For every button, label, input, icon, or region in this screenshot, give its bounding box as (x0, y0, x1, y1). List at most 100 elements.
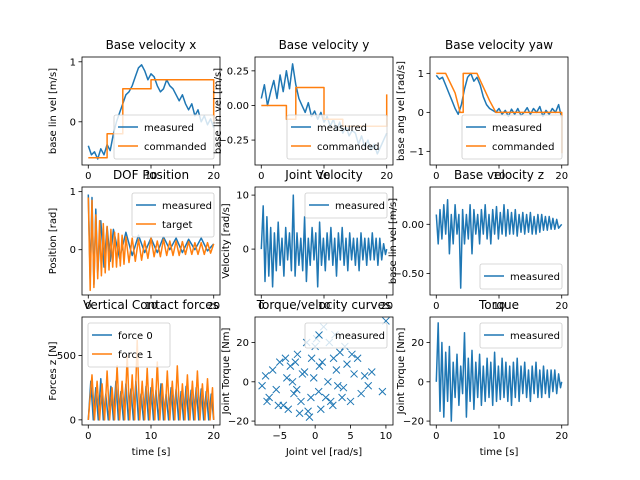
subplot-title: Base velocity z (454, 168, 544, 182)
x-axis-label: time [s] (480, 447, 519, 458)
series-line-p3-1 (436, 72, 563, 154)
y-tick-label: 500 (57, 351, 76, 362)
x-tick-label: 0 (85, 301, 91, 312)
y-axis-label: Joint Torque [Nm] (221, 328, 232, 416)
x-tick-label: 0 (85, 431, 91, 442)
scatter-point (274, 401, 283, 410)
legend-label: measured (335, 201, 385, 212)
x-tick-label: 10 (493, 171, 506, 182)
axes-frame (254, 316, 394, 426)
scatter-point (307, 354, 316, 363)
scatter-point (305, 413, 314, 421)
scatter-point (291, 358, 300, 367)
x-tick-label: 20 (207, 431, 220, 442)
x-tick-label: 10 (318, 301, 331, 312)
legend-label: measured (144, 123, 194, 134)
subplot-title: Joint Velocity (284, 168, 362, 182)
y-tick-label: 0 (418, 377, 424, 388)
legend-box (131, 192, 215, 238)
y-tick-label: −0.50 (393, 269, 424, 280)
legend-box (286, 114, 388, 160)
legend-label: measured (510, 331, 560, 342)
x-tick-label: 0 (258, 301, 264, 312)
series-line-p4-1 (87, 197, 215, 292)
y-tick-label: −0.25 (218, 136, 249, 147)
subplot-p7: 0 10 20 0 500 Vertical Contact forces Forces z… (48, 298, 221, 458)
x-tick-label: 10 (145, 431, 158, 442)
legend-label: measured (317, 123, 367, 134)
x-tick-label: 20 (555, 171, 568, 182)
series-p8-0 (258, 317, 390, 421)
subplot-title: Base velocity x (106, 38, 197, 52)
legend-box (304, 322, 388, 349)
legend: measured (479, 322, 563, 349)
subplot-title: Base velocity yaw (445, 38, 553, 52)
scatter-point (286, 362, 295, 370)
y-tick-label: 0 (70, 117, 76, 128)
legend-marker (315, 331, 323, 339)
y-tick-label: 1 (70, 57, 76, 68)
x-tick-label: 10 (380, 431, 393, 442)
scatter-point (333, 381, 342, 390)
legend-label: measured (162, 201, 212, 212)
subplot-p6: 0 10 20 −0.50 0.00 Base velocity z base lin ve… (388, 168, 569, 312)
subplot-p9: 0 10 20 −20 0 20 Torque Joint Torque [Nm] time [… (396, 298, 569, 458)
scatter-point (318, 358, 327, 367)
scatter-point (328, 401, 337, 410)
legend: measured target (131, 192, 215, 238)
series-line-p1-1 (88, 79, 215, 159)
y-tick-label: 0.00 (402, 220, 424, 231)
scatter-point (268, 366, 277, 374)
scatter-point (307, 393, 315, 402)
y-tick-label: 20 (411, 338, 424, 349)
legend-label: measured (335, 331, 385, 342)
legend: measured (304, 192, 388, 219)
y-tick-label: 0.00 (227, 101, 249, 112)
scatter-point (282, 374, 291, 382)
scatter-point (298, 370, 307, 378)
scatter-point (350, 370, 358, 378)
legend: measured commanded (113, 114, 215, 160)
y-axis-label: Position [rad] (48, 208, 59, 275)
subplot-title: Torque (478, 298, 519, 312)
legend-label: force 0 (118, 331, 153, 342)
scatter-point (338, 393, 346, 402)
scatter-point (297, 397, 305, 406)
x-tick-label: 5 (347, 431, 353, 442)
legend-label: measured (510, 272, 560, 283)
y-tick-label: 1 (418, 69, 424, 80)
subplot-title: Base velocity y (279, 38, 370, 52)
y-axis-label: base lin vel [m/s] (48, 68, 59, 154)
legend-label: commanded (317, 142, 379, 153)
scatter-point (304, 407, 312, 416)
series-line-p5-0 (260, 194, 388, 288)
scatter-point (272, 385, 281, 394)
legend-box (304, 192, 388, 219)
scatter-point (378, 387, 387, 396)
x-tick-label: 10 (145, 171, 158, 182)
scatter-point (360, 372, 369, 380)
y-axis-label: Forces z [N] (48, 341, 59, 400)
scatter-point (367, 368, 376, 376)
x-tick-label: 10 (145, 301, 158, 312)
legend-label: force 1 (118, 350, 153, 361)
legend: measured commanded (286, 114, 388, 160)
x-tick-label: 20 (207, 171, 220, 182)
scatter-point (357, 389, 366, 398)
scatter-point (314, 387, 323, 396)
y-tick-label: 0 (418, 108, 424, 119)
legend: measured commanded (461, 114, 563, 160)
y-tick-label: 0 (243, 245, 249, 256)
x-tick-label: 10 (493, 301, 506, 312)
y-tick-label: −20 (403, 417, 424, 428)
y-tick-label: 0 (243, 377, 249, 388)
scatter-point (324, 377, 332, 386)
legend-label: commanded (144, 142, 206, 153)
x-tick-label: 0 (312, 431, 318, 442)
legend: measured (479, 263, 563, 290)
legend: force 0 force 1 (87, 322, 171, 368)
y-axis-label: base lin vel [m/s] (388, 198, 399, 284)
x-tick-label: 10 (493, 431, 506, 442)
